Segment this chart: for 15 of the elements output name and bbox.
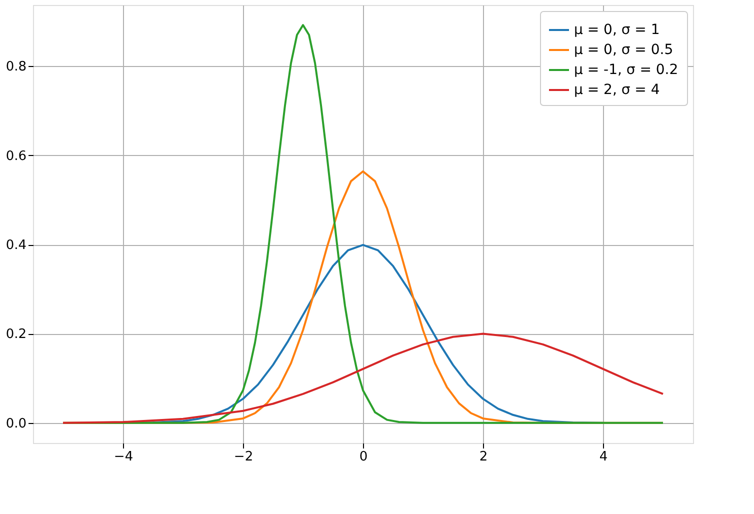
x-tick-label: −4 <box>114 450 134 464</box>
line-series <box>62 332 664 424</box>
y-tick-label: 0.8 <box>6 60 26 75</box>
legend-label: μ = 0, σ = 0.5 <box>574 42 674 58</box>
x-tick-label: 2 <box>479 450 488 464</box>
x-tick-label: 0 <box>359 450 368 464</box>
y-tick-label: 0.0 <box>6 416 26 432</box>
x-tick-label: 4 <box>599 450 608 464</box>
legend-label: μ = 0, σ = 1 <box>574 22 660 38</box>
y-tick-label: 0.4 <box>6 238 26 254</box>
legend-label: μ = 2, σ = 4 <box>574 82 660 98</box>
y-tick-label: 0.6 <box>6 148 26 164</box>
y-tick-label: 0.2 <box>6 327 26 342</box>
x-tick-label: −2 <box>234 450 254 464</box>
legend-label: μ = -1, σ = 0.2 <box>574 62 678 78</box>
